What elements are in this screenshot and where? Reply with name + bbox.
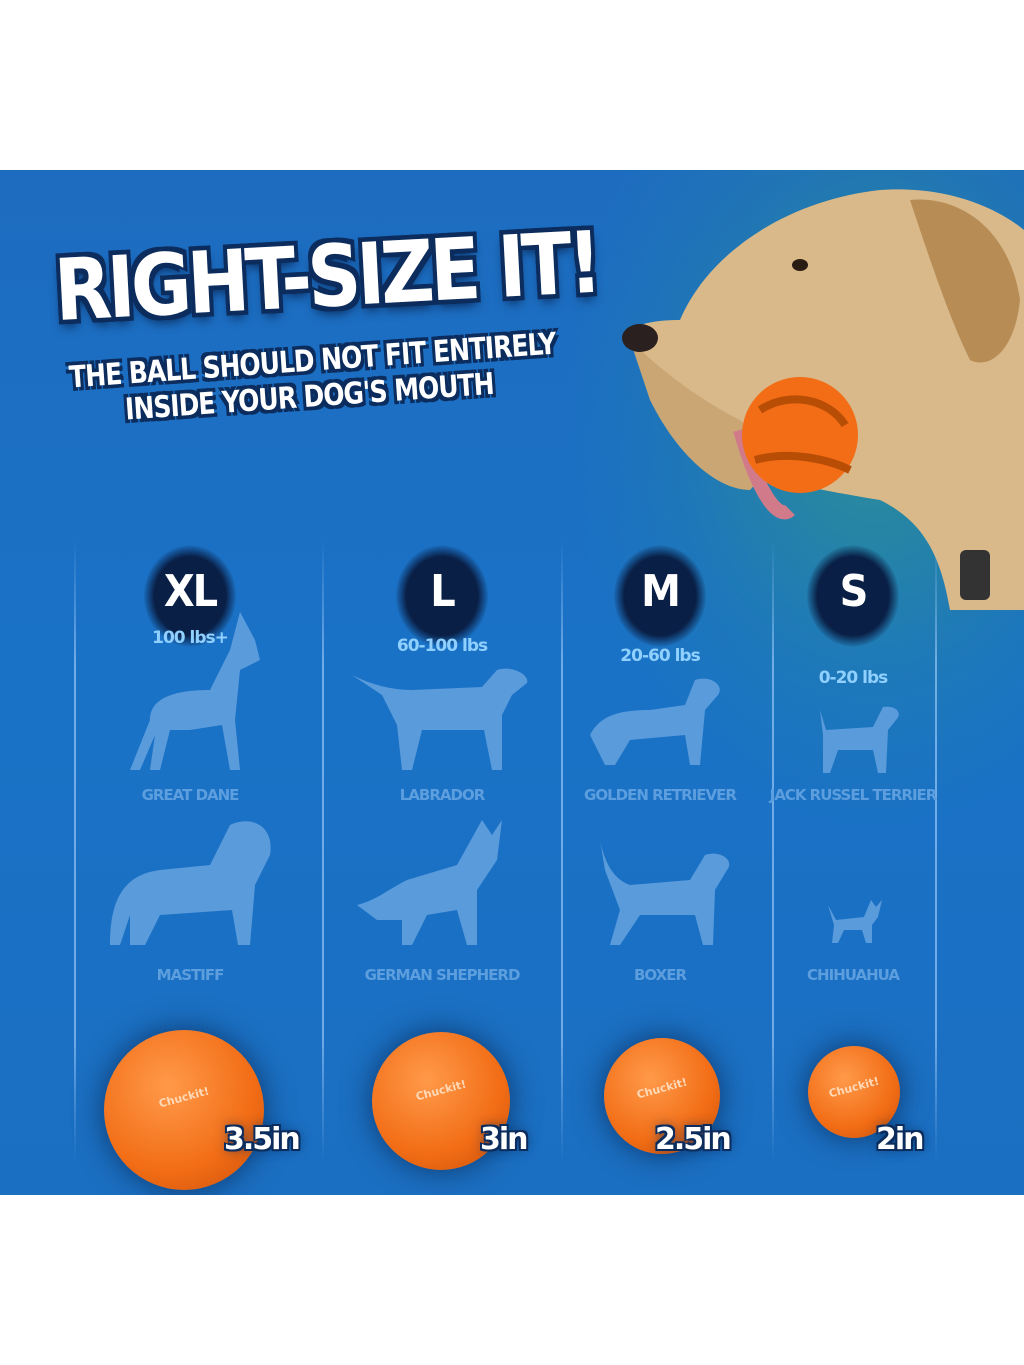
jack-russel-terrier-silhouette-icon	[820, 706, 899, 773]
headline: RIGHT-SIZE IT!	[52, 213, 601, 341]
ball-s-icon: Chuckit!	[808, 1046, 900, 1138]
column-divider	[772, 540, 774, 1160]
column-divider	[561, 540, 563, 1160]
breed-label: LABRADOR	[399, 786, 486, 804]
weight-range: 20-60 lbs	[620, 646, 700, 666]
breed-label: GERMAN SHEPHERD	[364, 966, 521, 984]
brand-logo: Chuckit!	[635, 1075, 689, 1102]
golden-retriever-silhouette-icon	[590, 678, 720, 765]
size-badge: L	[396, 545, 488, 647]
size-badge: S	[807, 545, 899, 647]
ball-size-xl: 3.5in	[224, 1122, 301, 1157]
column-divider	[322, 540, 324, 1160]
ball-size-m: 2.5in	[655, 1122, 732, 1157]
ball-xl-icon: Chuckit!	[104, 1030, 264, 1190]
breed-label: CHIHUAHUA	[807, 966, 900, 984]
size-column-s: S 0-20 lbs JACK RUSSEL TERRIER CHIHUAHUA	[738, 545, 968, 1190]
mastiff-silhouette-icon	[110, 821, 271, 945]
chihuahua-silhouette-icon	[828, 900, 882, 943]
column-divider	[935, 540, 937, 1160]
dog-with-ball-photo	[622, 189, 1024, 610]
ball-m-icon: Chuckit!	[604, 1038, 720, 1154]
brand-logo: Chuckit!	[827, 1074, 881, 1101]
size-column-m: M 20-60 lbs GOLDEN RETRIEVER BOXER	[545, 545, 775, 1190]
size-badge: M	[614, 545, 706, 647]
size-column-xl: XL 100 lbs+ GREAT DANE MASTIFF	[75, 545, 305, 1190]
weight-range: 0-20 lbs	[818, 668, 889, 688]
boxer-silhouette-icon	[600, 840, 730, 945]
size-column-l: L 60-100 lbs LABRADOR GERMAN SHEPHERD	[327, 545, 557, 1190]
breed-label: MASTIFF	[156, 966, 225, 984]
breed-label: BOXER	[633, 966, 687, 984]
labrador-silhouette-icon	[352, 668, 528, 770]
size-badge: XL	[144, 545, 236, 647]
column-divider	[74, 540, 76, 1160]
ball-size-s: 2in	[876, 1122, 924, 1157]
breed-label: JACK RUSSEL TERRIER	[769, 786, 938, 804]
great-dane-silhouette-icon	[130, 612, 260, 770]
ball-in-mouth-icon	[742, 377, 858, 493]
brand-logo: Chuckit!	[157, 1084, 211, 1111]
breed-label: GREAT DANE	[141, 786, 240, 804]
ball-l-icon: Chuckit!	[372, 1032, 510, 1170]
weight-range: 100 lbs+	[152, 628, 229, 648]
german-shepherd-silhouette-icon	[357, 820, 502, 945]
weight-range: 60-100 lbs	[396, 636, 488, 656]
size-guide-panel: RIGHT-SIZE IT! THE BALL SHOULD NOT FIT E…	[0, 170, 1024, 1195]
ball-size-l: 3in	[480, 1122, 528, 1157]
breed-label: GOLDEN RETRIEVER	[584, 786, 737, 804]
brand-logo: Chuckit!	[414, 1077, 468, 1104]
